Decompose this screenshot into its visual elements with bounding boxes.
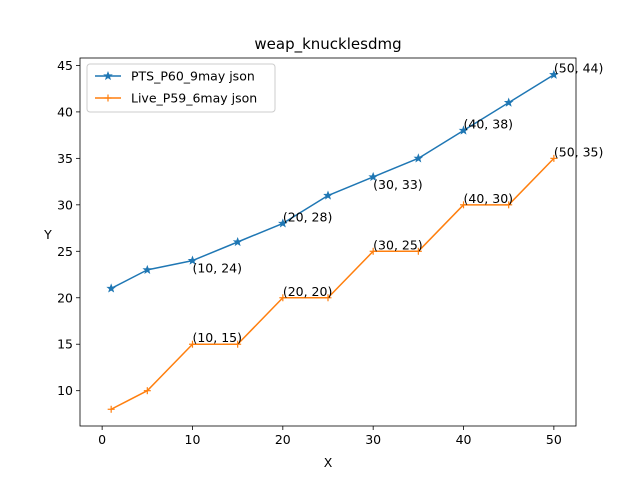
data-label: (10, 24) xyxy=(192,261,242,276)
y-tick-label: 10 xyxy=(57,383,73,398)
legend-item: Live_P59_6may json xyxy=(95,91,257,106)
y-tick-label: 15 xyxy=(57,337,73,352)
data-label: (50, 44) xyxy=(554,61,604,76)
legend-label: Live_P59_6may json xyxy=(131,91,257,106)
data-label: (40, 38) xyxy=(464,116,514,131)
series-2 xyxy=(107,154,558,413)
plot-area: 0 10 20 30 40 50 10 15 20 25 30 35 40 45 (10, 24) (20, … xyxy=(57,57,604,447)
data-point xyxy=(187,255,198,265)
data-label: (10, 15) xyxy=(192,330,242,345)
data-label: (20, 28) xyxy=(283,209,333,224)
data-point xyxy=(188,340,196,348)
data-point xyxy=(107,405,115,413)
data-label: (30, 33) xyxy=(373,177,423,192)
data-point xyxy=(369,247,377,255)
data-point xyxy=(503,97,514,107)
x-tick-label: 50 xyxy=(546,432,562,447)
data-label: (40, 30) xyxy=(464,191,514,206)
x-axis-title: X xyxy=(324,455,333,470)
x-tick-label: 30 xyxy=(365,432,381,447)
x-tick-label: 10 xyxy=(185,432,201,447)
data-point xyxy=(550,154,558,162)
x-tick-label: 40 xyxy=(456,432,472,447)
data-point xyxy=(234,340,242,348)
data-point xyxy=(279,294,287,302)
legend-box xyxy=(86,63,276,113)
series-1 xyxy=(106,69,559,293)
data-point xyxy=(143,387,151,395)
data-point xyxy=(324,294,332,302)
data-point xyxy=(549,69,559,79)
x-tick-label: 20 xyxy=(275,432,291,447)
legend: PTS_P60_9may json Live_P59_6may json xyxy=(86,63,276,113)
data-point xyxy=(414,247,422,255)
chart-title: weap_knucklesdmg xyxy=(254,35,401,54)
data-point xyxy=(505,201,513,209)
y-tick-label: 20 xyxy=(57,290,73,305)
data-point xyxy=(106,283,116,293)
data-point xyxy=(458,125,469,135)
legend-label: PTS_P60_9may json xyxy=(131,69,255,84)
data-label: (20, 20) xyxy=(283,284,333,299)
y-tick-label: 30 xyxy=(57,197,73,212)
legend-item: PTS_P60_9may json xyxy=(95,69,255,84)
data-point xyxy=(232,236,243,247)
data-label: (50, 35) xyxy=(554,144,604,159)
axes-frame xyxy=(79,57,577,427)
data-point xyxy=(460,201,468,209)
x-tick-label: 0 xyxy=(98,432,106,447)
y-tick-label: 45 xyxy=(57,58,73,73)
data-point xyxy=(142,264,153,274)
data-label: (30, 25) xyxy=(373,237,423,252)
y-tick-label: 25 xyxy=(57,244,73,259)
data-point xyxy=(368,171,378,182)
data-point xyxy=(278,218,288,228)
data-point xyxy=(323,190,333,200)
y-axis-title: Y xyxy=(43,227,52,242)
data-point xyxy=(413,153,424,163)
y-tick-label: 40 xyxy=(57,104,73,119)
y-tick-label: 35 xyxy=(57,151,73,166)
